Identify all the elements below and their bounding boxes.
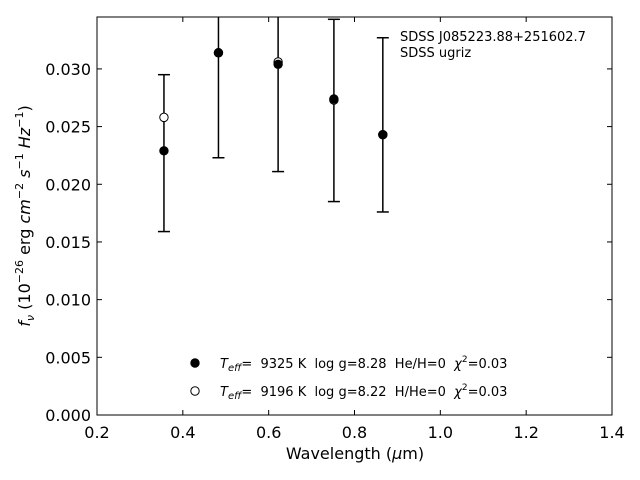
x-tick-label: 1.2 [513,423,538,442]
legend: Teff= 9325 K log g=8.28 He/H=0 χ2=0.03 T… [190,355,507,402]
x-tick-label: 0.4 [170,423,195,442]
y-tick-label: 0.030 [45,60,91,79]
plot-frame [96,16,613,416]
x-axis-title-mu: μ [391,444,402,463]
y-axis-title: fν (10−26 erg cm−2 s−1 Hz−1) [13,105,37,326]
legend-2-rest: = 9196 K log g=8.22 H/He=0 [241,385,454,400]
axes: 0.2 0.4 0.6 0.8 1.0 1.2 1.4 0.000 0.005 0.010 0.01… [45,16,625,442]
y-title-nu: ν [24,315,37,321]
x-axis-title: Wavelength (μm) [286,444,424,463]
x-axis-title-suffix: m) [402,444,424,463]
y-tick-label: 0.000 [45,406,91,425]
y-title-close: ) [15,105,34,111]
y-tick-label: 0.005 [45,348,91,367]
x-tick-label: 1.4 [599,423,624,442]
data-point-filled [213,48,224,58]
legend-2-T: T [220,385,229,400]
y-tick-label: 0.025 [45,118,91,137]
data-point-open [159,112,169,123]
y-tick-label: 0.020 [45,175,91,194]
legend-marker-open [190,386,200,396]
x-tick-label: 1.0 [428,423,453,442]
legend-1-chi: χ [453,357,463,372]
y-tick-label: 0.015 [45,233,91,252]
data-point-filled [159,146,169,156]
y-title-s: s [15,170,34,183]
y-title-hz: Hz [15,127,34,153]
annotation-line-1: SDSS J085223.88+251602.7 [400,30,586,45]
legend-1-T: T [220,357,229,372]
annotation: SDSS J085223.88+251602.7 SDSS ugriz [400,30,586,61]
data-point-filled [273,59,283,69]
y-title-cm: cm [15,199,34,223]
x-tick-label: 0.2 [84,423,109,442]
legend-entry-1: Teff= 9325 K log g=8.28 He/H=0 χ2=0.03 [220,355,507,374]
legend-2-chi-rest: =0.03 [468,385,508,400]
y-title-exp3: −1 [13,153,26,169]
x-axis-title-prefix: Wavelength ( [286,444,392,463]
legend-1-sub: eff [228,363,243,374]
legend-1-chi-rest: =0.03 [468,357,508,372]
annotation-line-2: SDSS ugriz [400,46,471,61]
y-title-erg: erg [15,224,34,260]
data-point-filled [329,94,339,104]
data-point-filled [378,129,388,140]
y-title-exp2: −2 [13,183,26,199]
legend-marker-filled [190,358,200,368]
legend-2-chi: χ [453,385,463,400]
legend-1-chi-exp: 2 [462,355,468,365]
legend-2-sub: eff [228,391,243,402]
y-title-exp1: −26 [13,260,26,283]
legend-entry-2: Teff= 9196 K log g=8.22 H/He=0 χ2=0.03 [220,383,507,402]
x-tick-label: 0.6 [256,423,281,442]
data-markers [159,48,388,156]
error-bars [157,17,389,233]
legend-2-chi-exp: 2 [462,383,468,393]
y-title-mid: (10 [15,283,34,315]
y-tick-label: 0.010 [45,291,91,310]
y-title-f: f [15,319,34,327]
y-title-exp4: −1 [13,112,26,128]
x-tick-label: 0.8 [342,423,367,442]
legend-1-rest: = 9325 K log g=8.28 He/H=0 [241,357,454,372]
